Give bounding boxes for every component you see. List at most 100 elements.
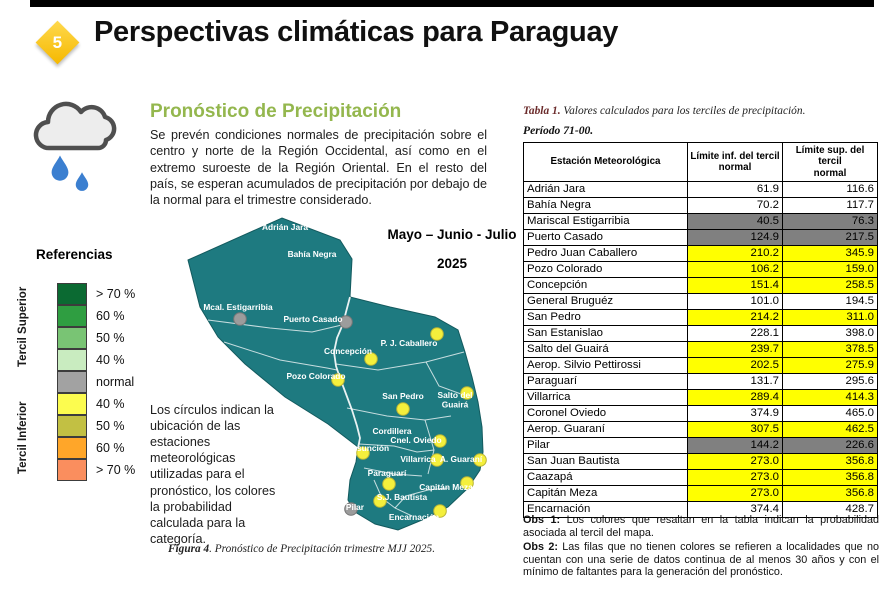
table-row: Pilar 144.2 226.6 [523,436,878,454]
legend-item: 60 % [57,305,135,327]
inf-limit-cell: 202.5 [687,356,783,374]
station-marker [430,327,444,341]
table-row: Pedro Juan Caballero 210.2 345.9 [523,244,878,262]
map-label: A. Guaraní [440,454,483,464]
sup-limit-cell: 217.5 [782,228,878,246]
station-name-cell: Coronel Oviedo [523,404,688,422]
col-header-sup: Límite sup. del tercil normal [782,142,878,182]
sup-limit-cell: 226.6 [782,436,878,454]
table-title-text: Valores calculados para los terciles de … [560,105,806,117]
table-row: Capitán Meza 273.0 356.8 [523,484,878,502]
raindrop-icon [51,155,69,181]
station-marker [382,477,396,491]
legend-item: normal [57,371,135,393]
legend-item: 60 % [57,437,135,459]
sup-limit-cell: 345.9 [782,244,878,262]
station-marker [473,453,487,467]
map-label: Bahía Negra [288,249,337,259]
sup-limit-cell: 462.5 [782,420,878,438]
station-name-cell: Encarnación [523,500,688,518]
legend-lower-group-label: Tercil Inferior [17,401,29,475]
sup-limit-cell: 378.5 [782,340,878,358]
inf-limit-cell: 101.0 [687,292,783,310]
legend-swatch [57,349,87,371]
boundary-line [335,351,465,371]
station-markers [233,312,487,518]
col-header-inf: Límite inf. del tercil normal [687,142,783,182]
raindrop-icon [75,172,89,191]
station-name-cell: Puerto Casado [523,228,688,246]
table-row: Salto del Guairá 239.7 378.5 [523,340,878,358]
sup-limit-cell: 194.5 [782,292,878,310]
inf-limit-cell: 210.2 [687,244,783,262]
sup-limit-cell: 275.9 [782,356,878,374]
sup-limit-cell: 356.8 [782,452,878,470]
inf-limit-cell: 214.2 [687,308,783,326]
legend-item: > 70 % [57,283,135,305]
sup-limit-cell: 398.0 [782,324,878,342]
table-row: Caazapá 273.0 356.8 [523,468,878,486]
inf-limit-cell: 289.4 [687,388,783,406]
map-label: Adrián Jara [262,222,308,232]
map-label: Cordillera [372,426,411,436]
legend-label: 50 % [96,331,125,345]
legend-label: > 70 % [96,287,136,301]
sup-limit-cell: 465.0 [782,404,878,422]
station-marker [339,315,353,329]
table-row: Paraguarí 131.7 295.6 [523,372,878,390]
page-title: Perspectivas climáticas para Paraguay [94,16,619,48]
legend-swatch [57,283,87,305]
station-marker [331,373,345,387]
inf-limit-cell: 273.0 [687,468,783,486]
map-label: Encarnación [389,512,439,522]
stations-note: Los círculos indican la ubicación de las… [150,403,276,546]
station-marker [430,453,444,467]
station-name-cell: Concepción [523,276,688,294]
legend-label: normal [96,375,135,389]
inf-limit-cell: 307.5 [687,420,783,438]
station-name-cell: Adrián Jara [523,180,688,198]
station-name-cell: General Bruguéz [523,292,688,310]
inf-limit-cell: 273.0 [687,484,783,502]
legend-item: > 70 % [57,459,135,481]
col-header-station: Estación Meteorológica [523,142,688,182]
legend-swatch [57,459,87,481]
inf-limit-cell: 106.2 [687,260,783,278]
legend-swatch [57,371,87,393]
period-months: Mayo – Junio - Julio [387,227,517,242]
boundary-line [363,467,423,477]
inf-limit-cell: 131.7 [687,372,783,390]
inf-limit-cell: 61.9 [687,180,783,198]
station-name-cell: San Juan Bautista [523,452,688,470]
table-label: Tabla 1. [523,105,561,117]
station-name-cell: Aerop. Silvio Pettirossi [523,356,688,374]
legend-label: 40 % [96,353,125,367]
boundary-line [394,487,449,509]
station-marker [344,502,358,516]
col-header-line: Estación Meteorológica [550,156,661,168]
legend-item: 40 % [57,393,135,415]
map-label: S.J. Bautista [377,492,428,502]
sup-limit-cell: 258.5 [782,276,878,294]
figure-caption: Figura 4. Pronóstico de Precipitación tr… [168,543,435,555]
legend-label: > 70 % [96,463,136,477]
table-row: Pozo Colorado 106.2 159.0 [523,260,878,278]
station-name-cell: Aerop. Guaraní [523,420,688,438]
map-label: Paraguarí [368,468,407,478]
obs1-text: Los colores que resaltan en la tabla ind… [523,514,879,539]
paraguay-map: Adrián Jara Bahía Negra Mcal. Estigarribia… [187,217,487,531]
station-name-cell: Capitán Meza [523,484,688,502]
station-name-cell: Pilar [523,436,688,454]
station-name-cell: Pozo Colorado [523,260,688,278]
figure-label: Figura 4 [168,543,210,555]
legend-item: 50 % [57,415,135,437]
inf-limit-cell: 273.0 [687,452,783,470]
table-row: Aerop. Silvio Pettirossi 202.5 275.9 [523,356,878,374]
inf-limit-cell: 144.2 [687,436,783,454]
boundary-line [223,341,338,371]
inf-limit-cell: 239.7 [687,340,783,358]
station-marker [460,476,474,490]
table-period: Período 71-00. [523,124,594,137]
inf-limit-cell: 228.1 [687,324,783,342]
table-header-row: Estación Meteorológica Límite inf. del t… [523,142,878,182]
